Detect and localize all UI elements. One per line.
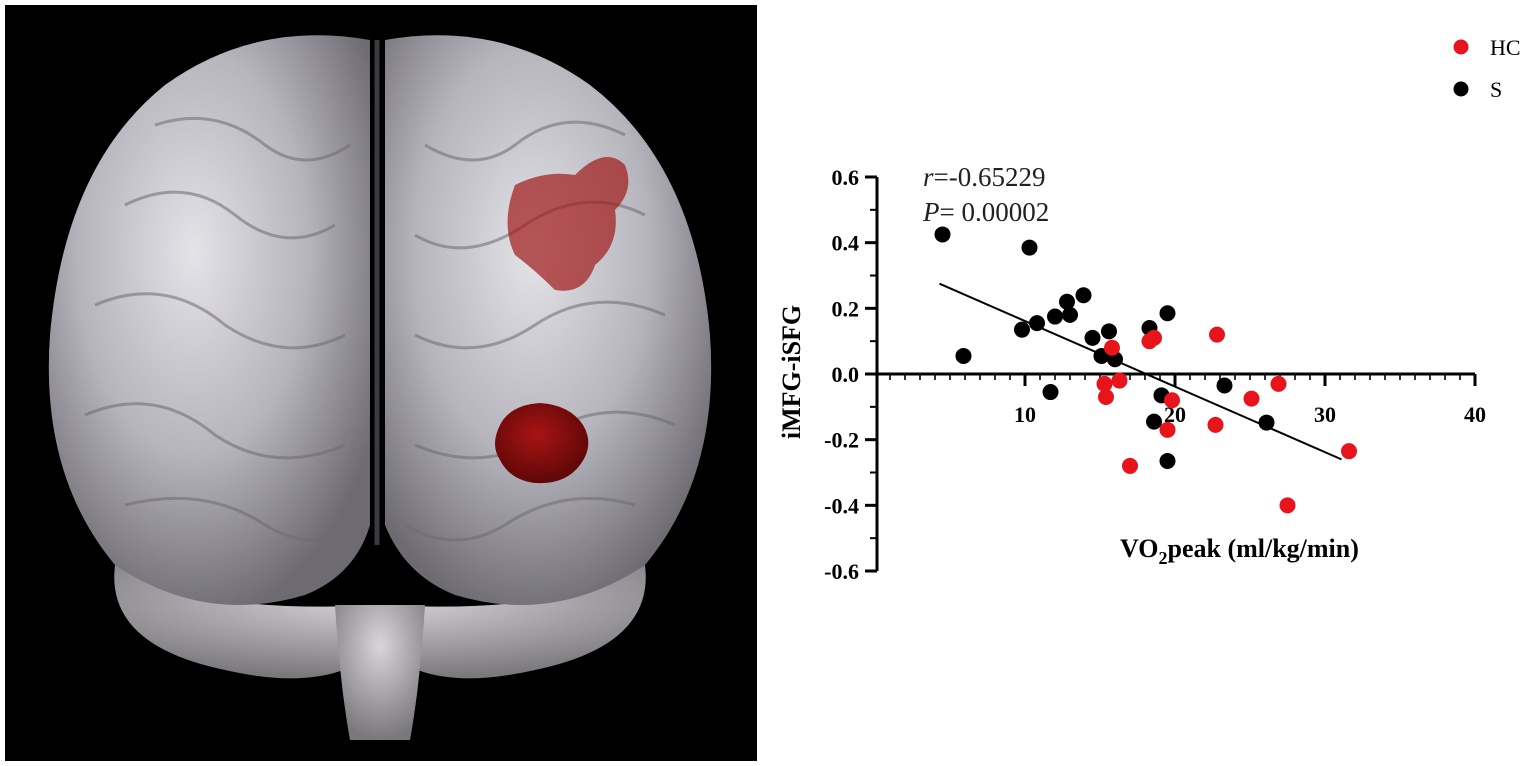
data-point-s xyxy=(1146,413,1162,430)
data-point-hc xyxy=(1104,339,1120,356)
data-point-s xyxy=(934,226,951,243)
data-point-s xyxy=(1075,287,1092,304)
data-point-hc xyxy=(1207,416,1224,433)
right-hemisphere-shape xyxy=(385,35,712,605)
trendline-group xyxy=(939,282,1342,461)
data-point-hc xyxy=(1141,333,1158,350)
correlation-r-label: r=-0.65229 xyxy=(923,162,1045,192)
legend-label-s: S xyxy=(1490,77,1502,102)
legend-label-hc: HC xyxy=(1490,35,1521,60)
scatter-chart: 0.6 0.4 0.2 0.0 -0.2 -0.4 -0.6 10 20 30 40 iMFG-iS… xyxy=(760,0,1535,766)
data-point-s xyxy=(1062,306,1078,323)
legend-marker-s xyxy=(1453,81,1469,97)
data-point-hc xyxy=(1098,388,1114,405)
data-point-s xyxy=(1059,293,1075,310)
brain-render-panel xyxy=(5,5,757,761)
data-point-hc xyxy=(1270,375,1287,392)
data-point-s xyxy=(1159,305,1176,322)
data-point-s xyxy=(1042,384,1059,401)
data-point-s xyxy=(1258,414,1275,431)
scatter-plot-svg: 0.6 0.4 0.2 0.0 -0.2 -0.4 -0.6 10 20 30 40 iMFG-iS… xyxy=(777,35,1521,584)
highlight-region-superior xyxy=(507,157,629,291)
y-tick-label: 0.6 xyxy=(832,165,860,190)
data-points-group xyxy=(934,226,1357,514)
regression-line xyxy=(939,282,1342,461)
data-point-hc xyxy=(1164,392,1180,409)
data-point-s xyxy=(1084,329,1101,346)
data-point-hc xyxy=(1243,390,1260,407)
data-point-s xyxy=(1014,321,1030,338)
legend-marker-hc xyxy=(1453,39,1469,55)
left-hemisphere-shape xyxy=(48,35,371,605)
data-point-s xyxy=(1047,308,1063,325)
data-point-s xyxy=(1021,239,1038,256)
x-tick-label: 40 xyxy=(1464,402,1486,427)
x-tick-label: 10 xyxy=(1014,402,1036,427)
legend: HC S xyxy=(1453,35,1521,102)
y-tick-label: 0.4 xyxy=(832,231,860,256)
data-point-s xyxy=(1159,453,1176,470)
brain-illustration xyxy=(48,35,712,740)
x-tick-label: 30 xyxy=(1314,402,1336,427)
y-axis-title: iMFG-iSFG xyxy=(777,305,806,439)
data-point-s xyxy=(1216,377,1233,394)
y-tick-label: -0.4 xyxy=(824,493,859,518)
highlight-region-inferior xyxy=(495,403,589,484)
data-point-hc xyxy=(1111,372,1128,389)
y-tick-label: 0.0 xyxy=(832,362,860,387)
data-point-s xyxy=(1101,323,1117,340)
x-tick-label: 20 xyxy=(1164,402,1186,427)
y-tick-label: -0.2 xyxy=(824,428,859,453)
data-point-s xyxy=(955,347,972,364)
data-point-hc xyxy=(1209,326,1225,343)
x-axis-title: VO2peak (ml/kg/min) xyxy=(1120,534,1359,568)
axes-group: 0.6 0.4 0.2 0.0 -0.2 -0.4 -0.6 10 20 30 40 xyxy=(824,165,1486,584)
data-point-hc xyxy=(1096,375,1113,392)
p-value-label: P= 0.00002 xyxy=(922,197,1049,227)
data-point-hc xyxy=(1279,497,1296,514)
data-point-s xyxy=(1029,315,1045,332)
y-tick-label: -0.6 xyxy=(824,559,859,584)
data-point-hc xyxy=(1341,443,1357,460)
y-tick-label: 0.2 xyxy=(832,296,860,321)
data-point-hc xyxy=(1122,457,1138,474)
data-point-hc xyxy=(1159,421,1176,438)
brainstem-shape xyxy=(335,605,425,740)
